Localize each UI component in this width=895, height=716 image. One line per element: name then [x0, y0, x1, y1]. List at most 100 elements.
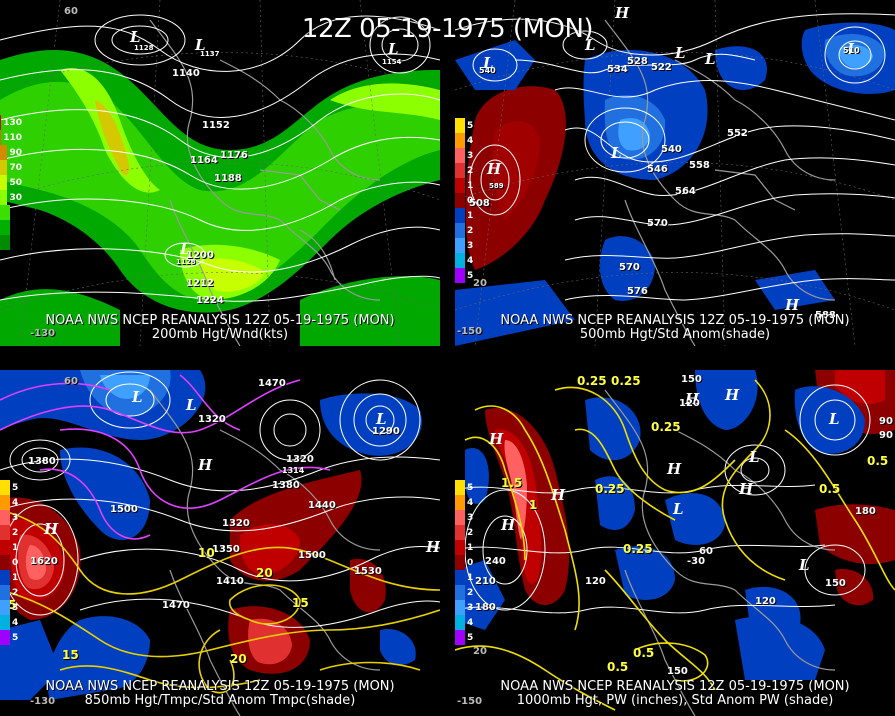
legend-swatch: 90 — [0, 145, 22, 160]
height-label: 540 — [479, 66, 496, 75]
height-label: 1176 — [220, 150, 248, 161]
legend-tick-label: 2 — [12, 527, 19, 538]
height-label: 1152 — [202, 120, 230, 131]
legend-swatch: 3 — [0, 600, 22, 615]
legend-swatch: 3 — [455, 510, 477, 525]
height-label: 1314 — [282, 466, 305, 475]
legend-swatch: 4 — [455, 133, 477, 148]
low-center-marker: L — [180, 240, 191, 258]
height-label: 1290 — [372, 426, 400, 437]
legend-swatch — [0, 235, 22, 250]
panel-caption: NOAA NWS NCEP REANALYSIS 12Z 05-19-1975 … — [455, 680, 895, 708]
temperature-label: 20 — [256, 566, 273, 580]
legend-swatch: 50 — [0, 175, 22, 190]
latitude-label: 20 — [473, 646, 487, 657]
pw-label: 0.25 — [611, 374, 641, 388]
height-label: 240 — [485, 556, 506, 567]
pw-label: 0.25 — [651, 420, 681, 434]
longitude-label: -150 — [457, 696, 483, 707]
height-label: 90 — [879, 416, 893, 427]
legend-tick-label: 2 — [467, 165, 474, 176]
legend-swatch: 5 — [455, 630, 477, 645]
height-label: 120 — [755, 596, 776, 607]
longitude-label: -130 — [30, 328, 56, 339]
high-center-marker: H — [615, 4, 630, 22]
height-label: 90 — [879, 430, 893, 441]
legend-swatch: 30 — [0, 190, 22, 205]
caption-field: 850mb Hgt/Tmpc/Std Anom Tmpc(shade) — [84, 693, 356, 708]
low-center-marker: L — [195, 36, 206, 54]
legend-tick-label: 2 — [467, 527, 474, 538]
height-label: 120 — [585, 576, 606, 587]
high-center-marker: H — [785, 296, 800, 314]
height-label: 1500 — [298, 550, 326, 561]
pw-label: 0.5 — [819, 482, 841, 496]
height-label: 1188 — [214, 173, 242, 184]
legend-tick-label: 1 — [12, 542, 19, 553]
legend-tick-label: 110 — [3, 132, 22, 143]
height-label: 1320 — [222, 518, 250, 529]
pw-label: 0.5 — [633, 646, 655, 660]
high-center-marker: H — [551, 486, 566, 504]
low-center-marker: L — [186, 396, 197, 414]
map-title: 12Z 05-19-1975 (MON) — [301, 14, 594, 44]
height-label: 1350 — [212, 544, 240, 555]
legend-swatch: 70 — [0, 160, 22, 175]
height-label: 558 — [689, 160, 710, 171]
legend-swatch: 5 — [455, 480, 477, 495]
legend-tick-label: 70 — [9, 162, 22, 173]
legend-swatch: 1 — [455, 540, 477, 555]
height-label: 180 — [475, 602, 496, 613]
caption-source: NOAA NWS NCEP REANALYSIS 12Z 05-19-1975 … — [45, 313, 395, 328]
height-label: 150 — [681, 374, 702, 385]
height-label: 540 — [661, 144, 682, 155]
high-center-marker: H — [44, 520, 59, 538]
height-label: 1200 — [186, 250, 214, 261]
height-label: 1320 — [286, 454, 314, 465]
legend-tick-label: 3 — [467, 240, 474, 251]
high-center-marker: H — [501, 516, 516, 534]
legend-swatch: 2 — [455, 585, 477, 600]
temperature-label: 15 — [292, 596, 309, 610]
low-center-marker: L — [376, 410, 387, 428]
legend-swatch: 0 — [455, 193, 477, 208]
legend-tick-label: 1 — [467, 542, 474, 553]
legend-swatch: 1 — [0, 540, 22, 555]
temperature-label: 20 — [230, 652, 247, 666]
high-center-marker: H — [685, 390, 700, 408]
panel-200mb-map — [0, 0, 440, 346]
legend-tick-label: 3 — [12, 602, 19, 613]
low-center-marker: L — [388, 40, 399, 58]
legend-swatch: 5 — [455, 268, 477, 283]
high-center-marker: H — [489, 430, 504, 448]
height-label: 1530 — [354, 566, 382, 577]
panel-850mb: L L L H H H 1500 1320 1350 1410 1440 150… — [0, 370, 440, 716]
height-label: 534 — [607, 64, 628, 75]
high-center-marker: H — [198, 456, 213, 474]
legend-swatch — [0, 220, 22, 235]
panel-caption: NOAA NWS NCEP REANALYSIS 12Z 05-19-1975 … — [0, 680, 440, 708]
legend-swatch: 110 — [0, 130, 22, 145]
height-label: 150 — [667, 666, 688, 677]
caption-source: NOAA NWS NCEP REANALYSIS 12Z 05-19-1975 … — [500, 679, 850, 694]
caption-field: 200mb Hgt/Wnd(kts) — [151, 327, 289, 342]
low-center-marker: L — [829, 410, 840, 428]
pw-label: 1.5 — [501, 476, 523, 490]
pw-label: 0.25 — [577, 374, 607, 388]
panel-850mb-map — [0, 370, 440, 716]
height-label: 120 — [679, 398, 700, 409]
height-label: 588 — [815, 310, 836, 321]
low-center-marker: L — [847, 40, 858, 58]
legend-swatch: 2 — [0, 585, 22, 600]
legend-swatch: 3 — [455, 238, 477, 253]
panel-200mb: L L L L 1140 1152 1164 1176 1188 1200 12… — [0, 0, 440, 346]
low-center-marker: L — [675, 44, 686, 62]
legend-swatch: 4 — [0, 615, 22, 630]
legend-swatch: 2 — [0, 525, 22, 540]
height-label: 589 — [489, 182, 504, 190]
legend-swatch: 5 — [0, 630, 22, 645]
low-center-marker: L — [705, 50, 716, 68]
height-label: 1380 — [28, 456, 56, 467]
legend-tick-label: 2 — [12, 587, 19, 598]
anomaly-legend: 5 4 3 2 1 0 1 2 3 4 5 — [455, 480, 477, 645]
